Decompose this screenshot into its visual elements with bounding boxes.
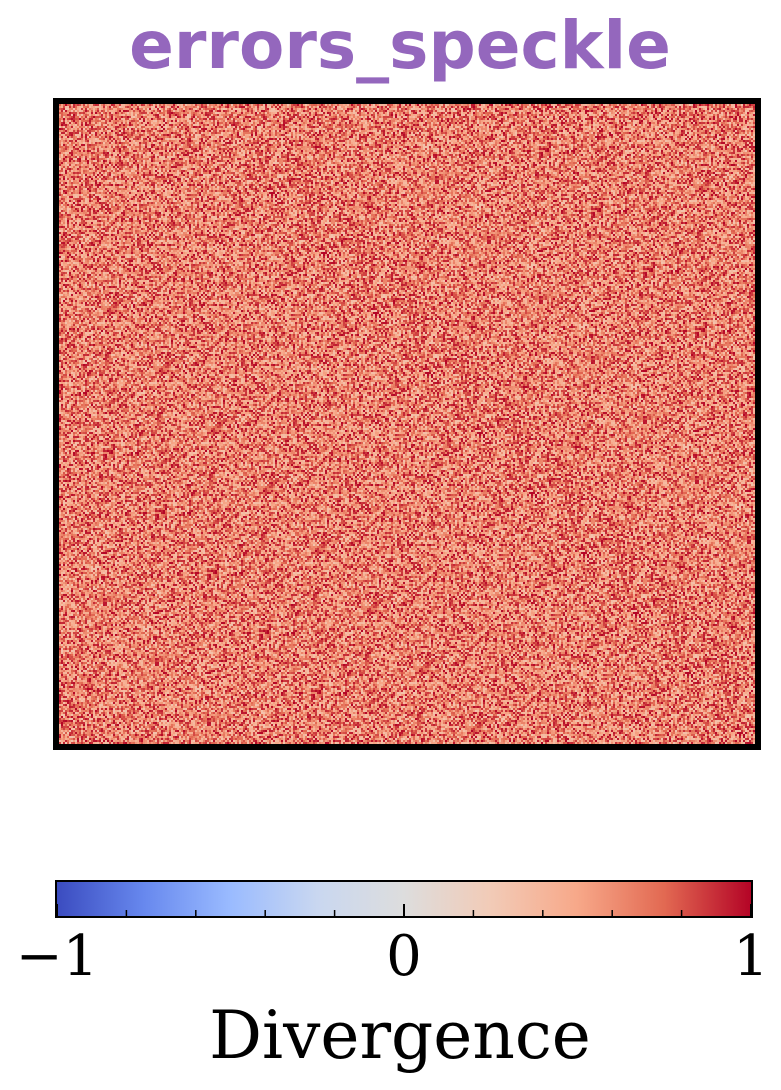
colorbar (55, 880, 753, 918)
colorbar-tick-label: −1 (15, 924, 99, 989)
chart-title: errors_speckle (129, 7, 671, 84)
heatmap-plot-area (53, 98, 761, 750)
colorbar-label: Divergence (209, 997, 591, 1074)
colorbar-tick-label: 0 (386, 924, 422, 989)
heatmap-canvas (59, 104, 755, 744)
colorbar-tick-marks (57, 904, 751, 916)
colorbar-tick-label: 1 (733, 924, 769, 989)
